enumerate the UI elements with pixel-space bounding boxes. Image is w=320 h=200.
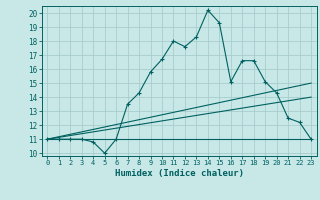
X-axis label: Humidex (Indice chaleur): Humidex (Indice chaleur) bbox=[115, 169, 244, 178]
